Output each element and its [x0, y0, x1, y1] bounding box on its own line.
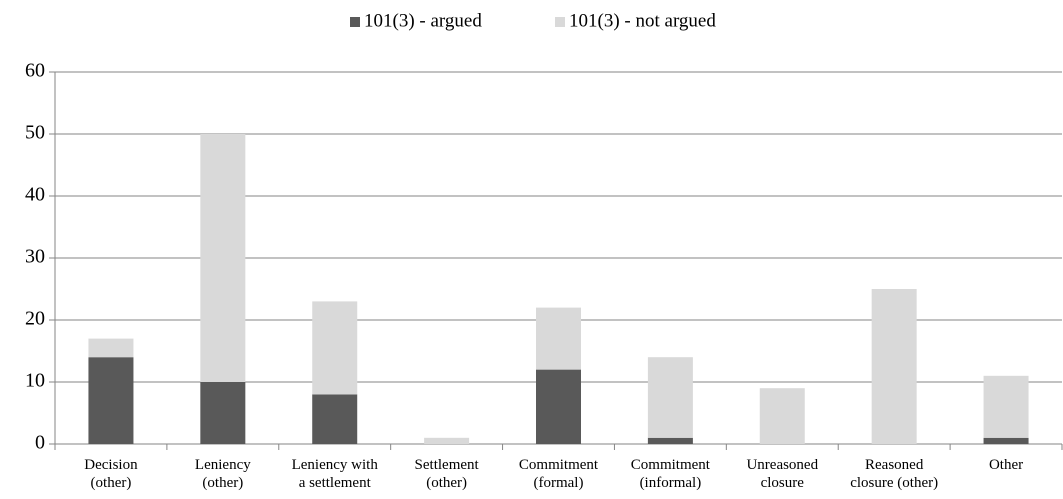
y-tick-label: 0 [35, 432, 45, 454]
x-tick-label: Commitment (formal) [519, 457, 599, 491]
legend-swatch [555, 17, 565, 27]
bar [983, 437, 1029, 444]
x-tick-label: Leniency (other) [195, 457, 251, 491]
bar [88, 357, 134, 444]
x-tick-label: Decision (other) [84, 457, 138, 491]
x-tick-label: Leniency with a settlement [292, 457, 379, 491]
y-tick-label: 60 [25, 60, 45, 82]
bar [312, 394, 358, 444]
x-tick-label: Commitment (informal) [631, 457, 711, 491]
x-tick-label: Reasoned closure (other) [850, 457, 938, 491]
bar [647, 357, 693, 438]
x-tick-label: Unreasoned closure [746, 457, 818, 491]
legend-label: 101(3) - argued [364, 10, 482, 31]
y-tick-label: 40 [25, 184, 45, 206]
bar [424, 437, 470, 444]
y-tick-label: 30 [25, 246, 45, 268]
bar [536, 307, 581, 370]
bar [200, 382, 246, 444]
y-tick-label: 20 [25, 308, 45, 330]
bar [312, 301, 358, 395]
bar [200, 134, 246, 382]
bar [759, 388, 805, 444]
legend-label: 101(3) - not argued [569, 10, 716, 31]
bar [88, 338, 134, 358]
bar [871, 289, 917, 444]
y-tick-label: 50 [25, 122, 45, 144]
x-tick-label: Other [989, 457, 1023, 473]
legend-swatch [350, 17, 360, 27]
x-tick-label: Settlement (other) [415, 457, 480, 491]
bar [647, 437, 693, 444]
y-tick-label: 10 [25, 370, 45, 392]
bar [536, 369, 581, 444]
bar [983, 375, 1029, 438]
